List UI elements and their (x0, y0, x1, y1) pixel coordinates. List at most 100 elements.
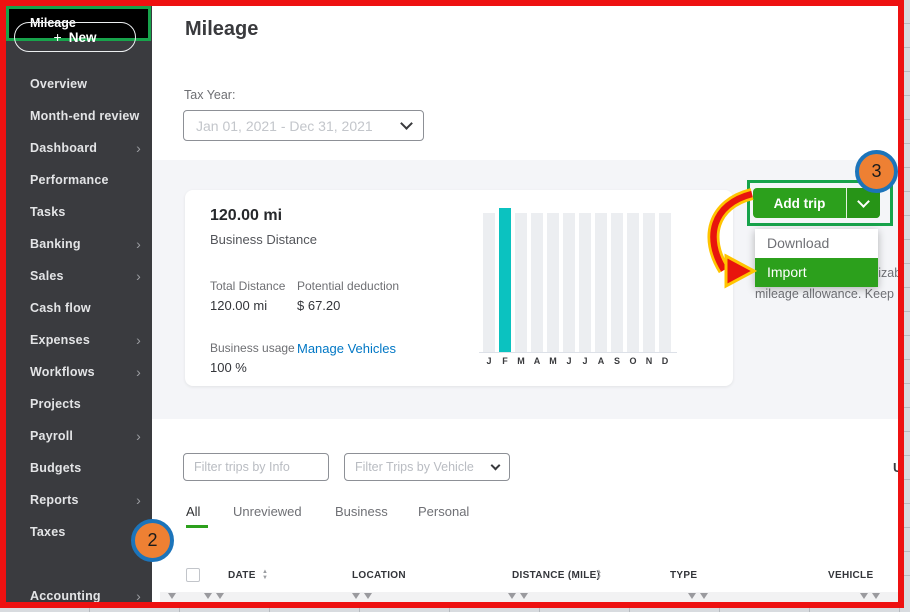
sidebar-item-projects[interactable]: Projects (6, 388, 152, 420)
sidebar-item-budgets[interactable]: Budgets (6, 452, 152, 484)
clipped-right-edge-text: U (893, 460, 902, 475)
mileage-summary-card (185, 190, 733, 386)
bar-sep (611, 213, 623, 352)
chevron-down-icon (490, 460, 501, 470)
chevron-right-icon: › (136, 140, 141, 156)
sidebar-item-label: Expenses (30, 333, 90, 347)
filter-trips-by-vehicle-dropdown[interactable]: Filter Trips by Vehicle (344, 453, 510, 481)
sidebar-item-label: Taxes (30, 525, 66, 539)
tab-personal[interactable]: Personal (418, 504, 470, 519)
sidebar-item-label: Payroll (30, 429, 74, 443)
menu-item-download[interactable]: Download (767, 235, 830, 251)
tax-year-value: Jan 01, 2021 - Dec 31, 2021 (196, 117, 373, 134)
sidebar-item-performance[interactable]: Performance (6, 164, 152, 196)
sidebar-item-expenses[interactable]: Expenses › (6, 324, 152, 356)
sidebar-item-tasks[interactable]: Tasks (6, 196, 152, 228)
sidebar-item-month-end-review[interactable]: Month-end review (6, 100, 152, 132)
step-2-number: 2 (147, 530, 158, 550)
tab-unreviewed[interactable]: Unreviewed (233, 504, 302, 519)
sidebar-item-label: Accounting (30, 589, 101, 603)
month-tick: O (629, 356, 637, 366)
sidebar-item-sales[interactable]: Sales › (6, 260, 152, 292)
sidebar-item-banking[interactable]: Banking › (6, 228, 152, 260)
sidebar-item-label: Performance (30, 173, 109, 187)
plus-icon: + (53, 29, 62, 45)
sidebar: + New Overview Month-end review Dashboar… (6, 6, 152, 604)
column-header-date[interactable]: DATE (228, 570, 256, 581)
sidebar-item-label: Sales (30, 269, 64, 283)
bar-apr (531, 213, 543, 352)
chevron-right-icon: › (136, 268, 141, 284)
add-trip-menu: Download Import (755, 229, 878, 287)
background-window-sliver-right (904, 0, 910, 612)
total-distance-label: Total Distance (210, 279, 286, 293)
month-tick: M (517, 356, 525, 366)
column-header-type[interactable]: TYPE (670, 570, 698, 581)
chevron-right-icon: › (136, 364, 141, 380)
sidebar-item-label: Month-end review (30, 109, 140, 123)
row-caret-marks (688, 593, 708, 599)
annotation-border-top (0, 0, 904, 6)
bar-feb-highlighted (499, 208, 511, 352)
column-header-vehicle[interactable]: VEHICLE (828, 570, 874, 581)
month-tick: F (502, 356, 508, 366)
sort-icon-date[interactable]: ▲ ▼ (262, 569, 268, 581)
sidebar-item-dashboard[interactable]: Dashboard › (6, 132, 152, 164)
sort-up-icon: ▲ (596, 569, 602, 575)
bar-mar (515, 213, 527, 352)
step-3-number: 3 (871, 161, 882, 181)
potential-deduction-value: $ 67.20 (297, 298, 341, 313)
sidebar-item-cash-flow[interactable]: Cash flow (6, 292, 152, 324)
chevron-right-icon: › (136, 492, 141, 508)
month-tick: M (549, 356, 557, 366)
add-trip-dropdown-toggle[interactable] (847, 188, 880, 218)
bar-nov (643, 213, 655, 352)
chevron-down-icon (400, 117, 413, 130)
manage-vehicles-link[interactable]: Manage Vehicles (297, 341, 397, 356)
business-distance-value: 120.00 mi (210, 207, 283, 224)
chart-baseline (479, 352, 677, 353)
step-3-badge: 3 (855, 150, 898, 193)
month-tick: S (613, 356, 620, 366)
new-button[interactable]: + New (14, 22, 136, 52)
tab-all[interactable]: All (186, 504, 201, 519)
page-title: Mileage (185, 18, 259, 40)
bar-oct (627, 213, 639, 352)
sidebar-item-payroll[interactable]: Payroll › (6, 420, 152, 452)
mileage-bar-chart (483, 208, 675, 352)
select-all-checkbox[interactable] (186, 568, 200, 582)
filter-trips-by-info-input[interactable] (183, 453, 329, 481)
add-trip-button[interactable]: Add trip (753, 188, 847, 218)
bar-may (547, 213, 559, 352)
menu-item-import[interactable]: Import (755, 258, 878, 287)
tax-year-label: Tax Year: (184, 88, 236, 102)
month-tick: A (533, 356, 541, 366)
tax-year-dropdown[interactable]: Jan 01, 2021 - Dec 31, 2021 (183, 110, 424, 141)
chevron-right-icon: › (136, 588, 141, 604)
encouragement-message-line2: mileage allowance. Keep it up! (755, 287, 910, 301)
sort-up-icon: ▲ (262, 569, 268, 575)
add-trip-split-button[interactable]: Add trip (753, 188, 880, 218)
sidebar-item-reports[interactable]: Reports › (6, 484, 152, 516)
sidebar-item-workflows[interactable]: Workflows › (6, 356, 152, 388)
sidebar-item-label: Projects (30, 397, 81, 411)
sidebar-item-taxes[interactable]: Taxes› (6, 516, 152, 548)
sidebar-item-overview[interactable]: Overview (6, 68, 152, 100)
month-tick: A (597, 356, 605, 366)
month-tick: N (645, 356, 653, 366)
sidebar-item-label: Cash flow (30, 301, 91, 315)
sidebar-item-label: Tasks (30, 205, 66, 219)
sidebar-item-label: Dashboard (30, 141, 98, 155)
tab-business[interactable]: Business (335, 504, 388, 519)
sidebar-item-label: Reports (30, 493, 79, 507)
month-tick: J (566, 356, 572, 366)
vehicle-filter-value: Filter Trips by Vehicle (355, 460, 474, 474)
sidebar-item-accounting[interactable]: Accounting › (6, 580, 152, 612)
column-header-distance[interactable]: DISTANCE (MILE) (512, 570, 601, 581)
sidebar-item-label: Overview (30, 77, 88, 91)
chart-month-labels: J F M A M J J A S O N D (483, 356, 675, 366)
row-caret-marks (860, 593, 880, 599)
sort-icon-distance[interactable]: ▲ ▼ (596, 569, 602, 581)
bar-jul (579, 213, 591, 352)
column-header-location[interactable]: LOCATION (352, 570, 406, 581)
